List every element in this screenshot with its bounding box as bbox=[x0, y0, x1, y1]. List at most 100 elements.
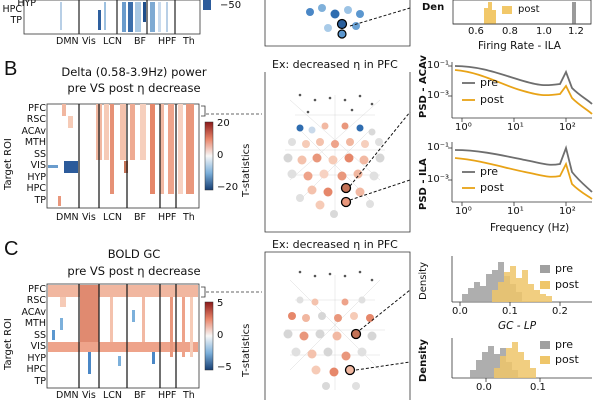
hist-c-bottom-xtick-1: 0.1 bbox=[530, 382, 546, 393]
row-label-hpc-b: HPC bbox=[26, 183, 46, 194]
hist-c-top-legend-post: post bbox=[555, 278, 579, 291]
hist-a-xtick-0: 0.6 bbox=[468, 26, 484, 37]
row-label-pfc-c: PFC bbox=[28, 284, 46, 295]
psd-top-ytick-1: 10⁻³ bbox=[427, 90, 450, 101]
row-label-rsc-b: RSC bbox=[26, 114, 46, 125]
col-label-dmn-c: DMN bbox=[56, 390, 79, 401]
psd-bottom-ytick-1: 10⁻³ bbox=[427, 174, 450, 185]
col-label-dmn-b: DMN bbox=[56, 212, 79, 223]
row-label-acav-c: ACAv bbox=[21, 307, 46, 318]
col-label-bf-a: BF bbox=[134, 36, 146, 47]
psd-xlabel: Frequency (Hz) bbox=[490, 222, 570, 234]
col-label-bf-b: BF bbox=[134, 212, 146, 223]
psd-top-xtick-2: 10² bbox=[559, 122, 576, 133]
brain-b-title: Ex: decreased η in PFC bbox=[272, 58, 398, 71]
psd-bottom-xtick-1: 10¹ bbox=[507, 206, 524, 217]
col-label-vis-a: Vis bbox=[82, 36, 96, 47]
hist-a-xtick-2: 1.0 bbox=[536, 26, 552, 37]
panel-c-title-line2: pre VS post η decrease bbox=[67, 264, 201, 278]
hist-a-xlabel: Firing Rate - ILA bbox=[478, 40, 561, 52]
row-label-acav-b: ACAv bbox=[21, 126, 46, 137]
psd-bottom-legend-pre: pre bbox=[480, 165, 499, 178]
row-label-rsc-c: RSC bbox=[26, 295, 46, 306]
col-label-th-a: Th bbox=[183, 36, 195, 47]
colorbar-c bbox=[204, 301, 214, 371]
panel-b-title-line1: Delta (0.58-3.9Hz) power bbox=[61, 65, 207, 79]
psd-bottom-legend-post: post bbox=[480, 181, 504, 194]
row-label-vis-b: VIS bbox=[30, 160, 46, 171]
col-label-hpf-a: HPF bbox=[158, 36, 177, 47]
panel-letter-c: C bbox=[4, 238, 19, 260]
brain-c bbox=[264, 251, 411, 400]
colorbar-tick-a: −50 bbox=[220, 0, 242, 11]
colorbar-c-tick-neg5: −5 bbox=[217, 362, 232, 373]
brain-a bbox=[264, 0, 411, 47]
row-label-vis-c: VIS bbox=[30, 341, 46, 352]
psd-top-ytick-0: 10⁻¹ bbox=[427, 60, 450, 71]
row-label-mth-b: MTH bbox=[24, 137, 46, 148]
panel-c-title-line1: BOLD GC bbox=[107, 247, 161, 261]
hist-a bbox=[452, 0, 592, 25]
hist-c-bottom-legend-post: post bbox=[555, 353, 579, 366]
row-label-pfc-b: PFC bbox=[28, 103, 46, 114]
row-label-tp-c: TP bbox=[34, 376, 46, 387]
col-label-lcn-a: LCN bbox=[103, 36, 123, 47]
col-label-hpf-b: HPF bbox=[158, 212, 177, 223]
psd-top-legend-post: post bbox=[480, 93, 504, 106]
row-label-tp-b: TP bbox=[34, 195, 46, 206]
hist-c-bottom bbox=[451, 338, 592, 382]
heatmap-b bbox=[46, 103, 262, 209]
row-label-ss-b: SS bbox=[33, 149, 46, 160]
row-label-hyp-b: HYP bbox=[27, 172, 46, 183]
colorbar-b-tick-0: 0 bbox=[217, 150, 224, 161]
hist-c-top-xlabel: GC - LP bbox=[498, 320, 537, 332]
colorbar-b-tick-neg20: −20 bbox=[217, 182, 239, 193]
hist-a-ylabel: Den bbox=[422, 2, 445, 13]
hist-c-top-xtick-1: 0.1 bbox=[502, 306, 518, 317]
row-label-mth-c: MTH bbox=[24, 318, 46, 329]
hist-c-top-xtick-2: 0.2 bbox=[552, 306, 568, 317]
psd-bottom bbox=[448, 142, 593, 206]
col-label-dmn-a: DMN bbox=[56, 36, 79, 47]
col-label-vis-c: Vis bbox=[82, 390, 96, 401]
hist-a-legend: post bbox=[518, 4, 540, 15]
psd-bottom-ytick-0: 10⁻¹ bbox=[427, 142, 450, 153]
hist-c-top-xtick-0: 0.0 bbox=[452, 306, 468, 317]
row-label-hyp-a: HYP bbox=[17, 0, 36, 9]
psd-top bbox=[448, 62, 593, 122]
colorbar-b-tick-20: 20 bbox=[217, 118, 230, 129]
colorbar-c-tick-0: 0 bbox=[217, 330, 224, 341]
psd-top-xtick-0: 10⁰ bbox=[455, 122, 472, 133]
brain-c-title: Ex: decreased η in PFC bbox=[272, 238, 398, 251]
row-label-hpc-c: HPC bbox=[26, 364, 46, 375]
psd-bottom-xtick-0: 10⁰ bbox=[455, 206, 472, 217]
colorbar-b-label: T-statistics bbox=[241, 143, 252, 197]
colorbar-b bbox=[204, 121, 214, 191]
row-label-hyp-c: HYP bbox=[27, 353, 46, 364]
row-label-hpc-a: HPC bbox=[2, 4, 22, 15]
colorbar-c-tick-5: 5 bbox=[217, 298, 224, 309]
col-label-th-c: Th bbox=[183, 390, 195, 401]
hist-c-top-legend-pre: pre bbox=[555, 262, 574, 275]
heatmap-c bbox=[46, 283, 262, 389]
colorbar-c-label: T-statistics bbox=[241, 323, 252, 377]
col-label-bf-c: BF bbox=[134, 390, 146, 401]
row-label-tp-a: TP bbox=[10, 15, 22, 26]
psd-top-xtick-1: 10¹ bbox=[507, 122, 524, 133]
col-label-hpf-c: HPF bbox=[158, 390, 177, 401]
psd-bottom-xtick-2: 10² bbox=[559, 206, 576, 217]
col-label-lcn-b: LCN bbox=[103, 212, 123, 223]
heatmap-a bbox=[23, 0, 211, 35]
panel-b-title-line2: pre VS post η decrease bbox=[67, 81, 201, 95]
hist-c-top bbox=[451, 256, 592, 306]
col-label-lcn-c: LCN bbox=[103, 390, 123, 401]
hist-c-bottom-ylabel: Density bbox=[418, 339, 429, 382]
row-label-ss-c: SS bbox=[33, 330, 46, 341]
brain-b bbox=[264, 72, 411, 233]
psd-top-legend-pre: pre bbox=[480, 76, 499, 89]
col-label-vis-b: Vis bbox=[82, 212, 96, 223]
hist-a-xtick-3: 1.2 bbox=[568, 26, 584, 37]
panel-letter-b: B bbox=[4, 58, 18, 80]
hist-a-xtick-1: 0.8 bbox=[502, 26, 518, 37]
